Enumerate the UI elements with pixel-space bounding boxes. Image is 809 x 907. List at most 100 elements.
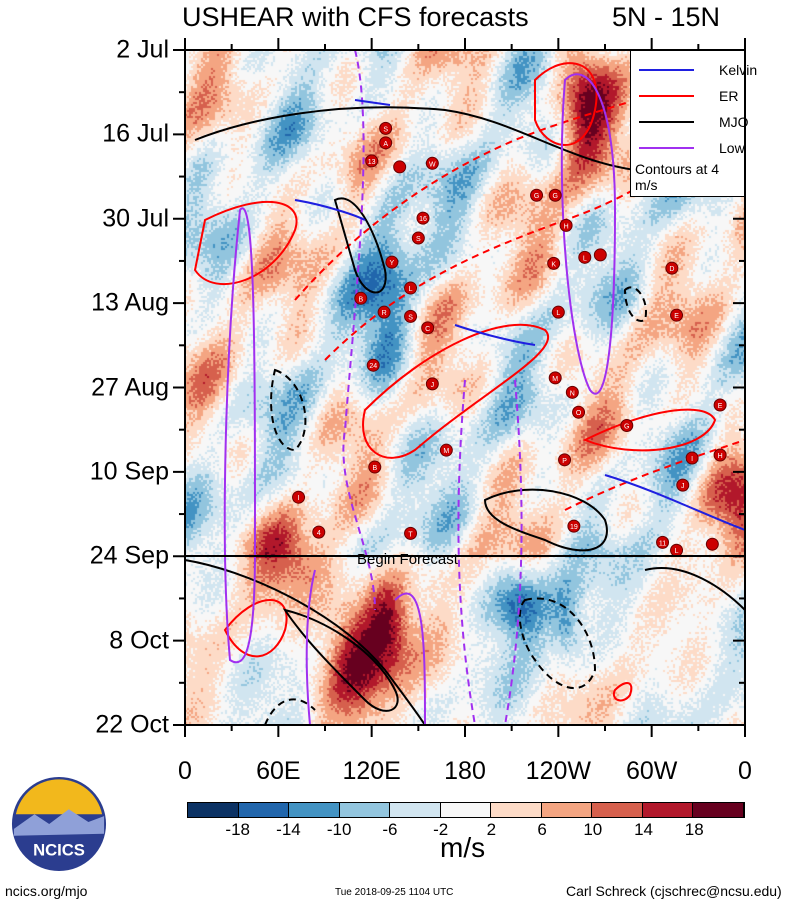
- storm-marker: I: [292, 490, 306, 504]
- y-tick-label: 24 Sep: [89, 541, 169, 570]
- x-tick-label: 120W: [525, 757, 591, 785]
- site-link[interactable]: ncics.org/mjo: [5, 883, 88, 899]
- colorbar-swatch: [642, 803, 694, 817]
- storm-marker: M: [548, 371, 562, 385]
- mjo-contour: [282, 608, 399, 712]
- low-contour: [504, 379, 523, 726]
- svg-text:NCICS: NCICS: [33, 840, 85, 859]
- author: Carl Schreck (cjschrec@ncsu.edu): [566, 883, 782, 899]
- storm-label: S: [383, 126, 388, 133]
- legend-er: ER: [639, 88, 738, 104]
- legend-note: Contours at 4 m/s: [635, 161, 720, 193]
- colorbar-label: 6: [537, 820, 547, 839]
- latitude-band: 5N - 15N: [612, 2, 721, 32]
- chart-title: USHEAR with CFS forecasts: [182, 2, 529, 32]
- storm-label: 19: [570, 524, 578, 531]
- mjo-contour: [333, 197, 387, 294]
- kelvin-contour: [454, 324, 536, 346]
- storm-marker: K: [547, 256, 561, 270]
- storm-label: L: [556, 310, 560, 317]
- storm-label: R: [382, 310, 387, 317]
- mjo-contour: [483, 488, 608, 552]
- storm-marker: S: [379, 121, 393, 135]
- storm-label: Y: [390, 260, 395, 267]
- storm-marker: 13: [365, 154, 379, 168]
- storm-label: M: [552, 376, 558, 383]
- storm-label: H: [564, 223, 569, 230]
- colorbar-label: -2: [433, 820, 449, 839]
- storm-marker: B: [368, 460, 382, 474]
- storm-marker: B: [354, 291, 368, 305]
- er-contour: [564, 439, 746, 511]
- storm-markers: S A 13 W 16 S Y L B R S C 24 J G G H K L D L E M N O G E M P I H B I J 4 T 1…: [292, 121, 727, 557]
- storm-label: 16: [419, 216, 427, 223]
- storm-marker: G: [548, 188, 562, 202]
- kelvin-contour: [604, 474, 746, 531]
- y-tick-label: 16 Jul: [102, 119, 169, 148]
- storm-marker: 11: [656, 535, 670, 549]
- storm-label: G: [534, 193, 539, 200]
- storm-marker: O: [572, 405, 586, 419]
- storm-label: P: [562, 458, 567, 465]
- colorbar-label: 18: [684, 820, 704, 839]
- storm-label: M: [443, 448, 449, 455]
- storm-label: J: [431, 382, 435, 389]
- colorbar-label: -10: [326, 820, 352, 839]
- colorbar-label: 2: [486, 820, 497, 839]
- storm-marker: E: [713, 398, 727, 412]
- storm-marker: 19: [567, 519, 581, 533]
- colorbar-label: -18: [225, 820, 251, 839]
- storm-marker: L: [670, 543, 684, 557]
- storm-label: 13: [368, 159, 376, 166]
- mjo-contour: [644, 567, 746, 611]
- storm-marker: 24: [366, 358, 380, 372]
- storm-label: N: [570, 390, 575, 397]
- storm-marker: [393, 160, 407, 174]
- mjo-contour: [184, 559, 426, 726]
- storm-label: G: [624, 423, 629, 430]
- storm-marker: J: [425, 377, 439, 391]
- storm-label: B: [358, 296, 363, 303]
- storm-marker: E: [670, 308, 684, 322]
- colorbar: [187, 802, 745, 818]
- colorbar-swatch: [440, 803, 492, 817]
- storm-label: D: [669, 266, 674, 273]
- storm-label: S: [416, 236, 421, 243]
- y-tick-label: 10 Sep: [89, 457, 169, 486]
- legend-mjo: MJO: [639, 114, 749, 130]
- legend-low: Low: [639, 140, 745, 156]
- storm-marker: T: [404, 526, 418, 540]
- y-tick-label: 22 Oct: [95, 710, 169, 739]
- storm-marker: M: [439, 443, 453, 457]
- axis-ticks: [173, 38, 746, 737]
- storm-label: E: [718, 403, 723, 410]
- storm-marker: G: [530, 188, 544, 202]
- low-contour: [305, 569, 316, 726]
- legend-kelvin: Kelvin: [639, 62, 757, 78]
- storm-marker: H: [713, 448, 727, 462]
- storm-label: 24: [369, 363, 377, 370]
- kelvin-contour: [354, 99, 391, 106]
- storm-marker: H: [559, 218, 573, 232]
- storm-label: L: [409, 286, 413, 293]
- colorbar-label: 14: [634, 820, 653, 839]
- storm-marker: S: [411, 231, 425, 245]
- storm-label: W: [429, 161, 436, 168]
- colorbar-swatch: [592, 803, 643, 817]
- storm-label: L: [675, 548, 679, 555]
- storm-label: C: [425, 326, 430, 333]
- colorbar-swatch: [289, 803, 340, 817]
- storm-marker: [593, 248, 607, 262]
- x-tick-label: 120E: [342, 757, 401, 785]
- storm-label: S: [408, 314, 413, 321]
- er-contour: [534, 62, 598, 146]
- kelvin-contour: [294, 199, 366, 221]
- colorbar-swatch: [339, 803, 391, 817]
- storm-label: 11: [659, 540, 666, 547]
- storm-marker: [705, 537, 719, 551]
- x-tick-label: 180: [444, 757, 486, 785]
- storm-marker: 16: [416, 211, 430, 225]
- storm-label: O: [576, 410, 582, 417]
- storm-label: T: [408, 531, 413, 538]
